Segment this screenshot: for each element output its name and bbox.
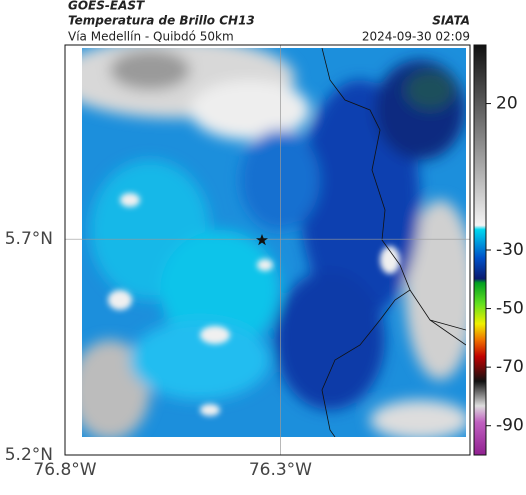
x-tick-label: 76.8°W	[33, 460, 96, 480]
colorbar-tick-label: -90	[496, 416, 524, 436]
y-tick-label: 5.7°N	[5, 229, 53, 249]
satellite-image	[82, 48, 466, 437]
colorbar-tick-label: -50	[496, 299, 524, 319]
subtitle: Temperatura de Brillo CH13	[68, 14, 255, 28]
location-star	[256, 234, 268, 246]
timestamp: 2024-09-30 02:09	[362, 30, 470, 44]
route: Vía Medellín - Quibdó 50km	[68, 30, 234, 44]
colorbar-tick-label: 20	[496, 94, 518, 114]
y-tick-label: 5.2°N	[5, 445, 53, 465]
map-frame	[64, 44, 471, 456]
title: GOES-EAST	[68, 0, 145, 13]
colorbar-tick-label: -70	[496, 357, 524, 377]
x-tick-label: 76.3°W	[249, 460, 312, 480]
colorbar	[473, 44, 487, 456]
colorbar-tick-label: -30	[496, 240, 524, 260]
source: SIATA	[432, 14, 470, 28]
